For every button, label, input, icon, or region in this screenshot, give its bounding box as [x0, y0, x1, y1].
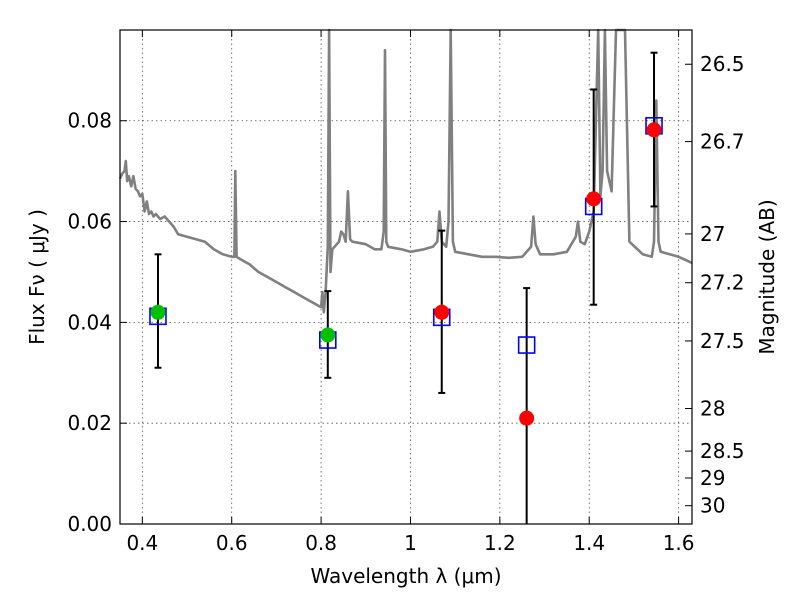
right-axis-label: Magnitude (AB) — [755, 199, 779, 354]
x-ticks: 0.4 0.6 0.8 1 1.2 1.4 1.6 — [126, 30, 695, 555]
x-tick-label: 1.6 — [663, 531, 695, 555]
y-tick-label: 0.02 — [67, 411, 112, 435]
template-spectrum — [118, 28, 693, 314]
error-bars — [154, 51, 658, 524]
data-point — [586, 191, 602, 207]
right-tick-label: 27.5 — [700, 329, 745, 353]
x-tick-label: 0.6 — [216, 531, 248, 555]
observed-points — [150, 122, 662, 426]
right-ticks: 26.5 26.7 27 27.2 27.5 28 28.5 29 30 — [685, 52, 745, 518]
y-ticks: 0.00 0.02 0.04 0.06 0.08 — [67, 109, 127, 536]
model-square — [517, 336, 536, 354]
right-tick-label: 28 — [700, 397, 725, 421]
x-tick-label: 0.8 — [305, 531, 337, 555]
right-tick-label: 26.7 — [700, 130, 745, 154]
right-tick-label: 26.5 — [700, 52, 745, 76]
right-tick-label: 28.5 — [700, 439, 745, 463]
data-point — [320, 327, 336, 343]
data-point — [434, 304, 450, 320]
template-line — [118, 28, 693, 314]
right-tick-label: 29 — [700, 466, 725, 490]
y-axis-label: Flux Fν ( μJy ) — [25, 209, 49, 345]
x-tick-label: 1 — [404, 531, 417, 555]
y-tick-label: 0.04 — [67, 310, 112, 334]
data-point — [150, 304, 166, 320]
y-tick-label: 0.08 — [67, 109, 112, 133]
y-tick-label: 0.06 — [67, 210, 112, 234]
data-point — [646, 122, 662, 138]
model-squares — [149, 116, 663, 354]
x-tick-label: 0.4 — [126, 531, 158, 555]
right-tick-label: 30 — [700, 494, 725, 518]
right-tick-label: 27 — [700, 222, 725, 246]
data-point — [519, 410, 535, 426]
x-tick-label: 1.2 — [484, 531, 516, 555]
x-axis-label: Wavelength λ (μm) — [310, 564, 501, 588]
right-tick-label: 27.2 — [700, 271, 745, 295]
y-tick-label: 0.00 — [67, 512, 112, 536]
plot-frame — [119, 29, 693, 525]
x-tick-label: 1.4 — [573, 531, 605, 555]
